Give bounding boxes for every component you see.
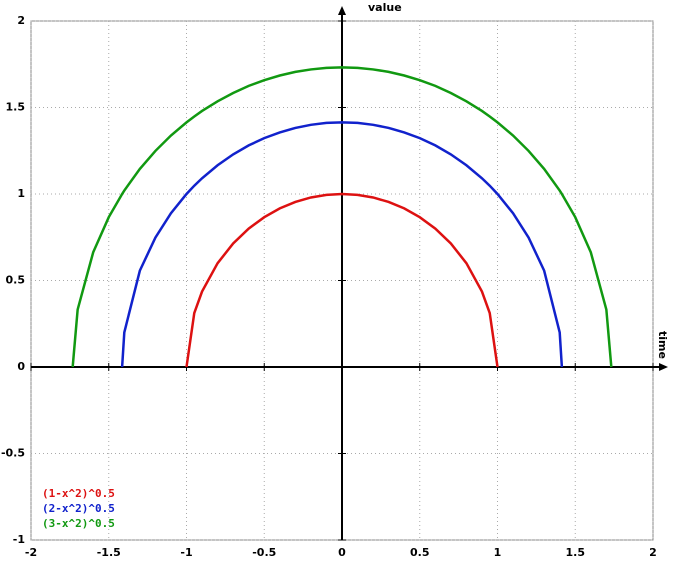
y-tick-label: -0.5 [1,447,25,460]
x-axis-label: time [656,331,669,359]
y-axis-arrow [338,6,346,15]
x-tick-label: -2 [25,546,37,559]
legend-entry: (3-x^2)^0.5 [42,517,115,530]
x-tick-label: 0 [338,546,346,559]
y-tick-label: 1 [17,187,25,200]
x-tick-label: -1.5 [97,546,121,559]
x-tick-label: 0.5 [410,546,430,559]
legend-entry: (1-x^2)^0.5 [42,487,115,500]
x-tick-label: 1.5 [566,546,586,559]
y-tick-label: 0 [17,360,25,373]
x-axis-arrow [659,363,668,371]
y-tick-label: 1.5 [6,101,26,114]
series-line [185,192,499,368]
y-tick-label: -1 [13,533,25,546]
x-tick-label: 2 [649,546,657,559]
series-line [71,66,613,368]
x-tick-label: -0.5 [252,546,276,559]
y-axis-label: value [368,1,402,14]
legend-entry: (2-x^2)^0.5 [42,502,115,515]
y-tick-label: 2 [17,14,25,27]
y-tick-label: 0.5 [6,274,26,287]
x-tick-label: 1 [494,546,502,559]
x-tick-label: -1 [180,546,192,559]
series-line [120,121,564,368]
